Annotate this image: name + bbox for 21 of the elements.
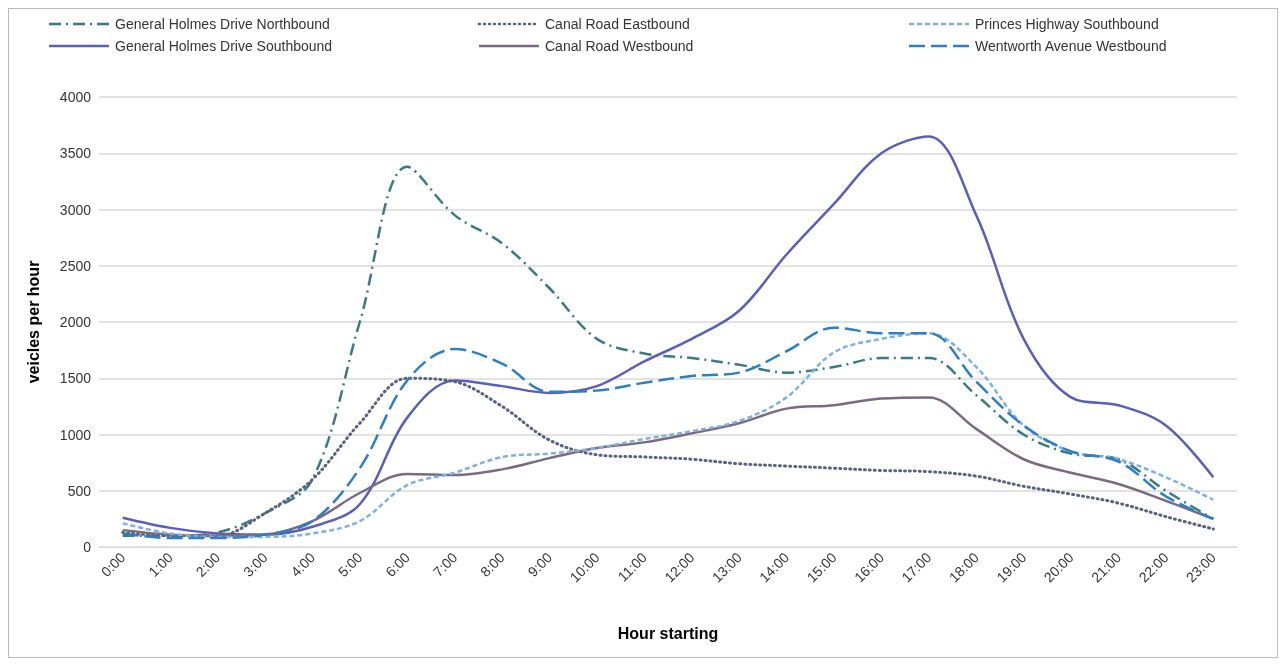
x-tick-label: 4:00 (287, 549, 319, 580)
y-tick-label: 500 (67, 482, 92, 499)
y-tick-label: 2500 (59, 257, 92, 274)
y-tick-label: 4000 (59, 89, 92, 105)
legend-label: Canal Road Eastbound (545, 16, 690, 32)
legend-label: Canal Road Westbound (545, 38, 694, 54)
y-tick-label: 1000 (59, 426, 92, 443)
x-tick-label: 7:00 (429, 549, 461, 580)
y-tick-label: 2000 (59, 314, 92, 330)
y-axis-title: veicles per hour (24, 260, 42, 384)
legend-label: General Holmes Drive Northbound (115, 16, 330, 32)
y-tick-label: 0 (83, 539, 92, 555)
x-tick-label: 6:00 (382, 549, 414, 580)
x-tick-label: 0:00 (97, 549, 129, 580)
legend-label: Wentworth Avenue Westbound (975, 38, 1167, 54)
y-tick-label: 3500 (59, 145, 92, 162)
legend-label: General Holmes Drive Southbound (115, 38, 333, 54)
y-tick-label: 3000 (59, 201, 92, 218)
legend-label: Princes Highway Southbound (975, 16, 1159, 32)
y-tick-label: 1500 (59, 370, 92, 387)
x-axis-title: Hour starting (617, 624, 719, 642)
